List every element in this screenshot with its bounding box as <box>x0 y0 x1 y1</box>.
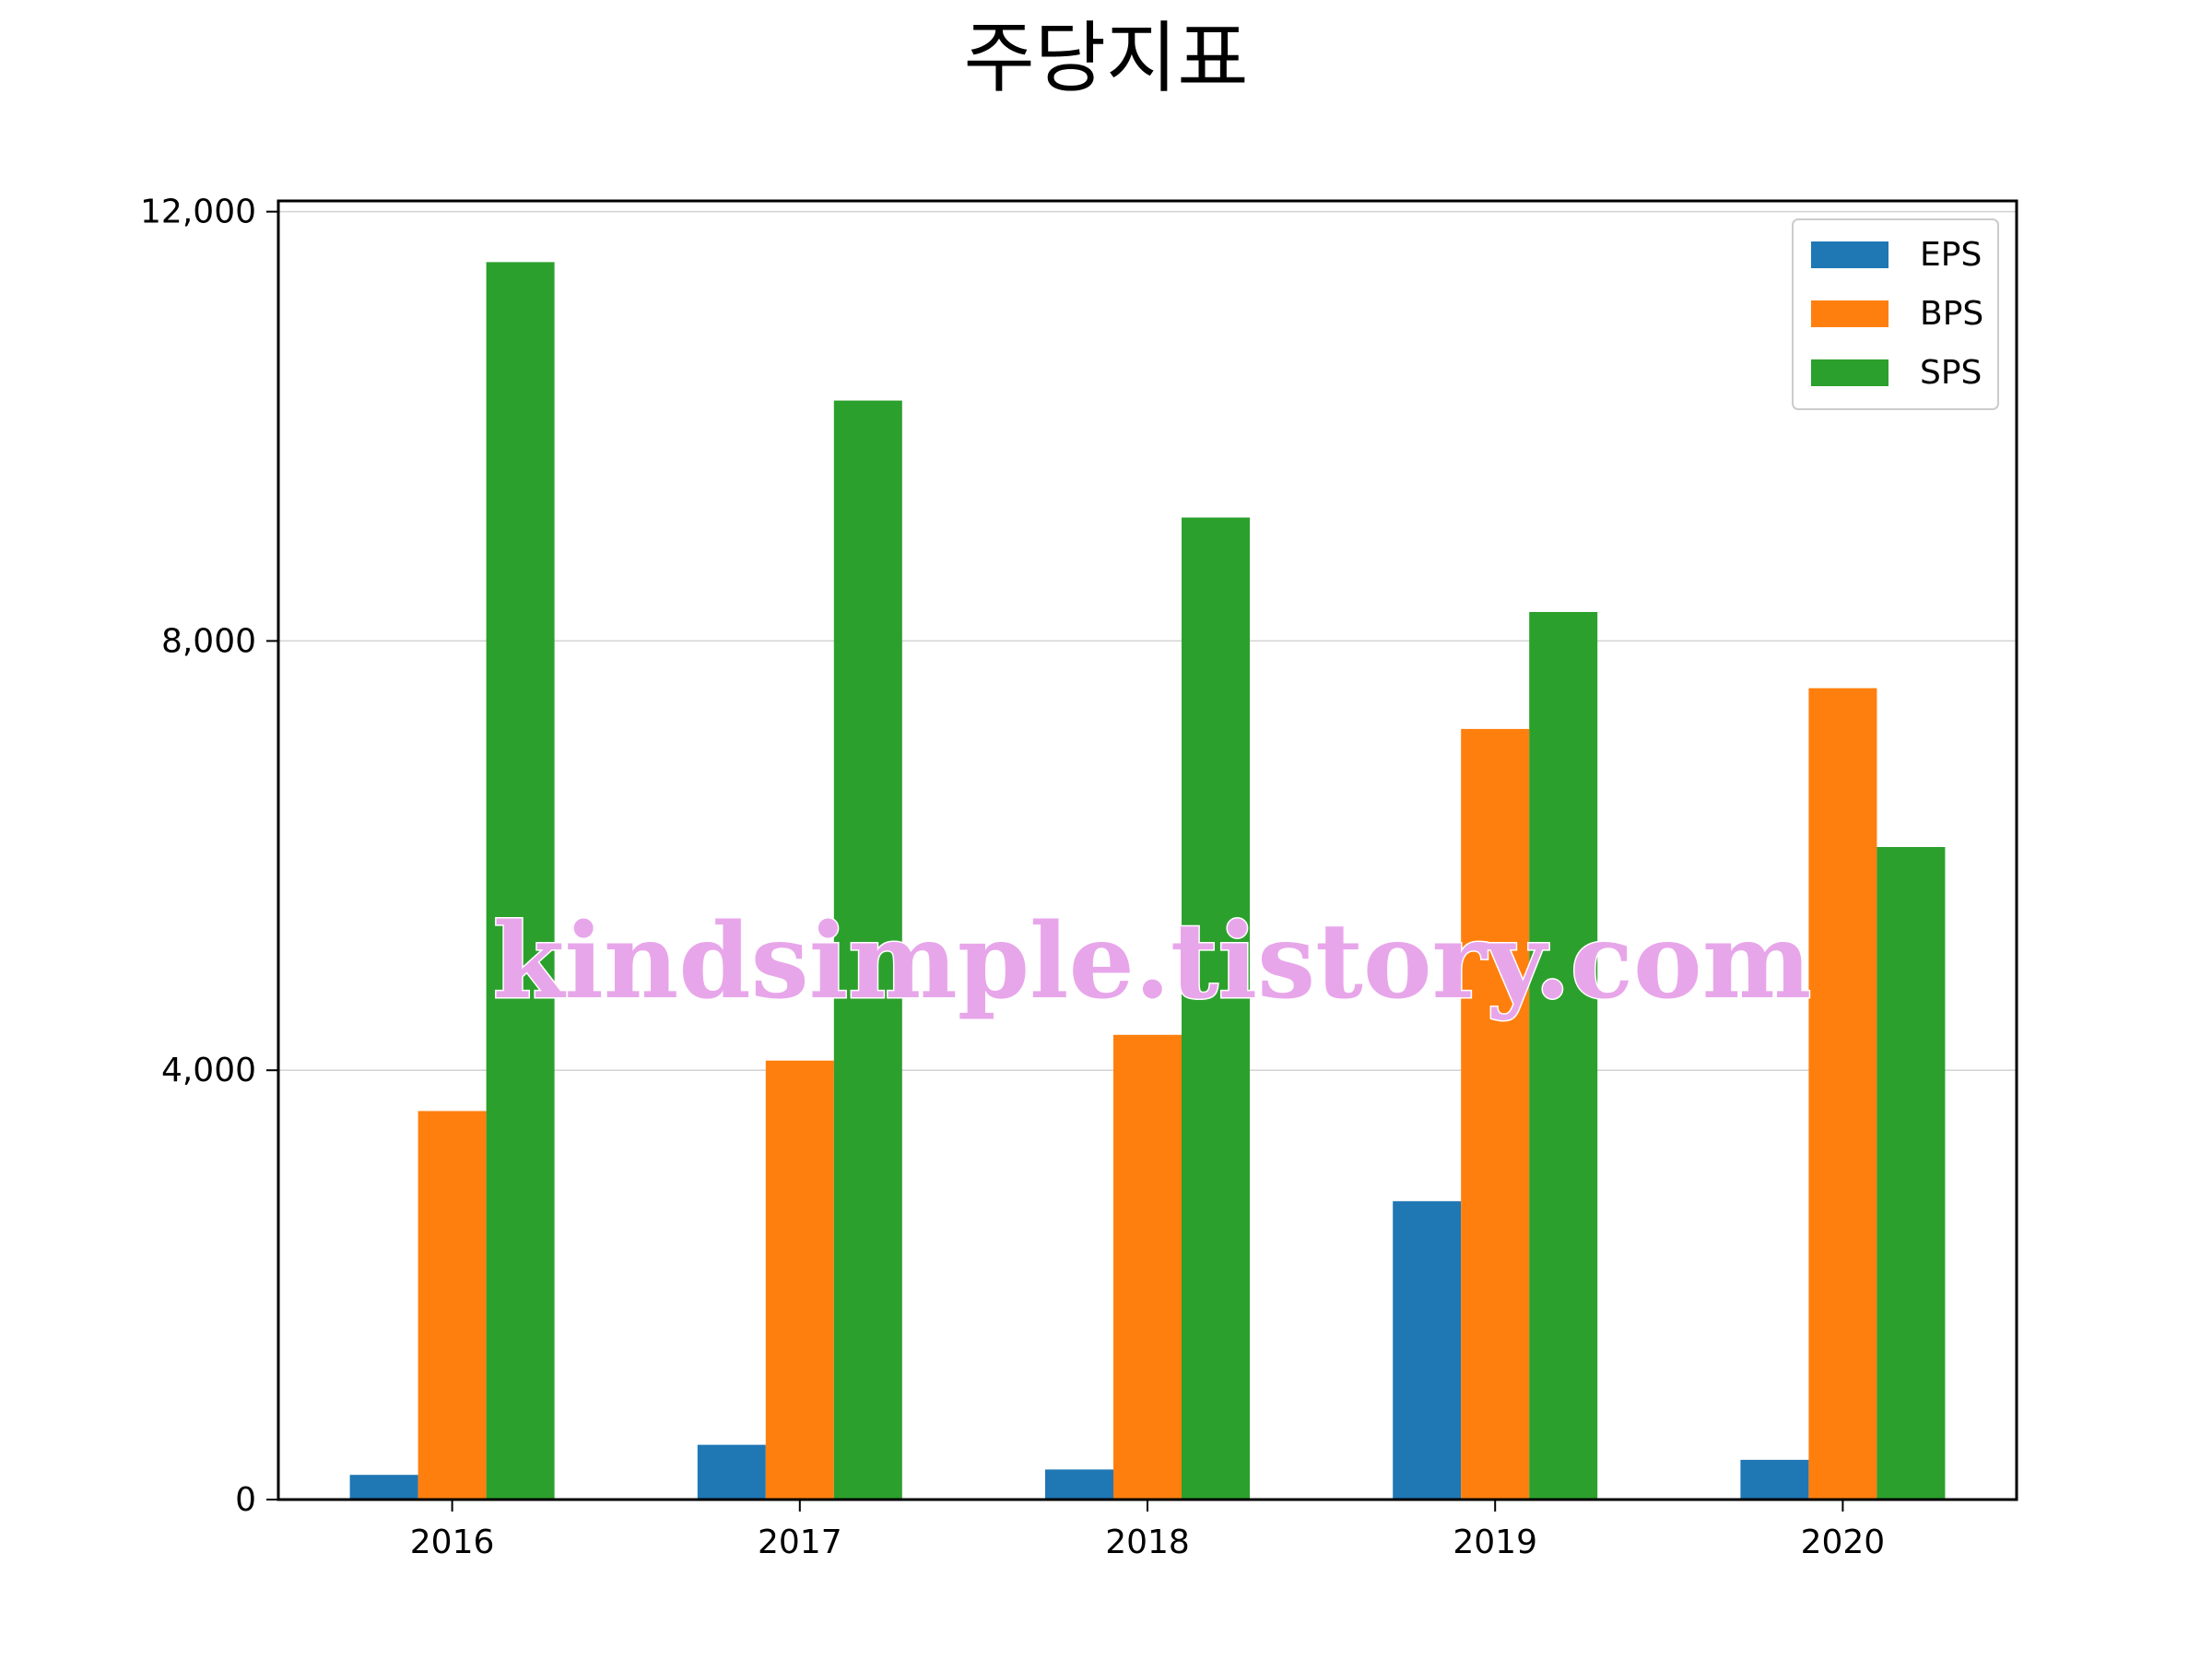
bar-eps-2019 <box>1393 1201 1462 1500</box>
legend-swatch-bps <box>1811 300 1888 327</box>
bar-eps-2020 <box>1740 1459 1809 1500</box>
legend-label-bps: BPS <box>1920 295 1983 333</box>
y-tick-label: 8,000 <box>161 622 256 660</box>
chart-title: 주당지표 <box>963 13 1248 103</box>
x-tick-label: 2018 <box>1105 1524 1190 1561</box>
bar-sps-2020 <box>1877 847 1946 1500</box>
bar-sps-2016 <box>486 262 555 1500</box>
bar-sps-2019 <box>1529 611 1598 1500</box>
bar-eps-2016 <box>349 1475 418 1500</box>
y-tick-label: 12,000 <box>140 194 256 231</box>
legend-swatch-eps <box>1811 241 1888 268</box>
bar-bps-2019 <box>1461 728 1530 1500</box>
bar-bps-2016 <box>418 1111 487 1500</box>
legend: EPS BPS SPS <box>1792 218 1999 410</box>
x-tick-label: 2017 <box>758 1524 842 1561</box>
bars <box>349 262 1946 1500</box>
y-axis: 0 4,000 8,000 12,000 <box>140 194 278 1519</box>
bar-sps-2017 <box>833 400 902 1500</box>
bar-eps-2017 <box>697 1444 766 1500</box>
legend-label-eps: EPS <box>1920 236 1982 274</box>
watermark: kindsimple.tistory.com <box>493 901 1812 1022</box>
y-tick-label: 4,000 <box>161 1052 256 1089</box>
bar-eps-2018 <box>1045 1469 1113 1500</box>
bar-sps-2018 <box>1182 517 1250 1500</box>
bar-bps-2017 <box>765 1060 834 1500</box>
legend-label-sps: SPS <box>1920 354 1982 392</box>
legend-swatch-sps <box>1811 359 1888 386</box>
bar-bps-2018 <box>1113 1034 1182 1500</box>
x-axis: 2016 2017 2018 2019 2020 <box>410 1500 1885 1561</box>
x-tick-label: 2019 <box>1453 1524 1537 1561</box>
x-tick-label: 2020 <box>1801 1524 1886 1561</box>
x-tick-label: 2016 <box>410 1524 495 1561</box>
y-tick-label: 0 <box>235 1481 256 1519</box>
bar-bps-2020 <box>1808 688 1877 1500</box>
